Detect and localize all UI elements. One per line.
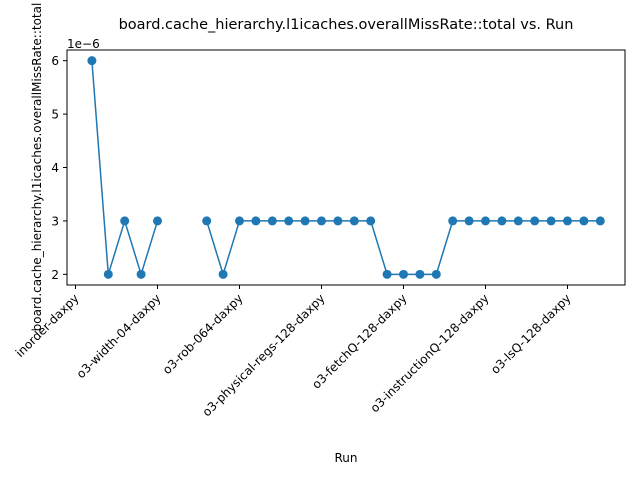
data-point xyxy=(300,216,310,226)
data-point xyxy=(267,216,277,226)
data-point xyxy=(497,216,507,226)
data-point xyxy=(563,216,572,226)
data-point xyxy=(399,269,408,279)
x-tick-label: o3-fetchQ-128-daxpy xyxy=(309,291,409,391)
data-point xyxy=(333,216,343,226)
data-point xyxy=(317,216,326,226)
y-tick-label: 5 xyxy=(51,108,59,122)
y-tick-label: 4 xyxy=(51,161,59,175)
data-point xyxy=(464,216,474,226)
y-axis-label: board.cache_hierarchy.l1icaches.overallM… xyxy=(30,3,44,332)
data-point xyxy=(103,269,113,279)
data-point xyxy=(235,216,244,226)
data-point xyxy=(415,269,425,279)
x-tick-label: o3-width-04-daxpy xyxy=(74,291,164,381)
data-point xyxy=(218,269,228,279)
y-tick-label: 6 xyxy=(51,54,59,68)
data-point xyxy=(382,269,392,279)
series-line xyxy=(205,220,601,277)
x-tick-label: o3-lsQ-128-daxpy xyxy=(488,291,574,377)
data-point xyxy=(579,216,589,226)
x-tick-label: o3-rob-064-daxpy xyxy=(160,291,246,377)
x-ticks: inorder-daxpyo3-width-04-daxpyo3-rob-064… xyxy=(13,285,574,419)
chart-title: board.cache_hierarchy.l1icaches.overallM… xyxy=(119,17,574,33)
data-point xyxy=(366,216,376,226)
data-point xyxy=(481,216,490,226)
data-point xyxy=(546,216,556,226)
data-point xyxy=(595,216,605,226)
plot-frame xyxy=(66,49,626,286)
y-offset-label: 1e−6 xyxy=(67,37,100,51)
data-point xyxy=(530,216,540,226)
data-point xyxy=(284,216,294,226)
data-point xyxy=(153,216,162,226)
plot-area xyxy=(87,56,605,279)
data-point xyxy=(202,216,212,226)
x-axis-label: Run xyxy=(334,451,357,465)
x-tick-label: inorder-daxpy xyxy=(13,291,82,360)
data-point xyxy=(251,216,261,226)
data-point xyxy=(431,269,441,279)
data-point xyxy=(87,56,97,66)
y-ticks: 2 3 4 5 6 xyxy=(51,54,67,282)
y-tick-label: 3 xyxy=(51,214,59,228)
data-point xyxy=(120,216,130,226)
data-point xyxy=(513,216,523,226)
data-point xyxy=(448,216,458,226)
data-point xyxy=(349,216,359,226)
y-tick-label: 2 xyxy=(51,268,59,282)
series-line xyxy=(91,60,159,277)
data-point xyxy=(136,269,146,279)
